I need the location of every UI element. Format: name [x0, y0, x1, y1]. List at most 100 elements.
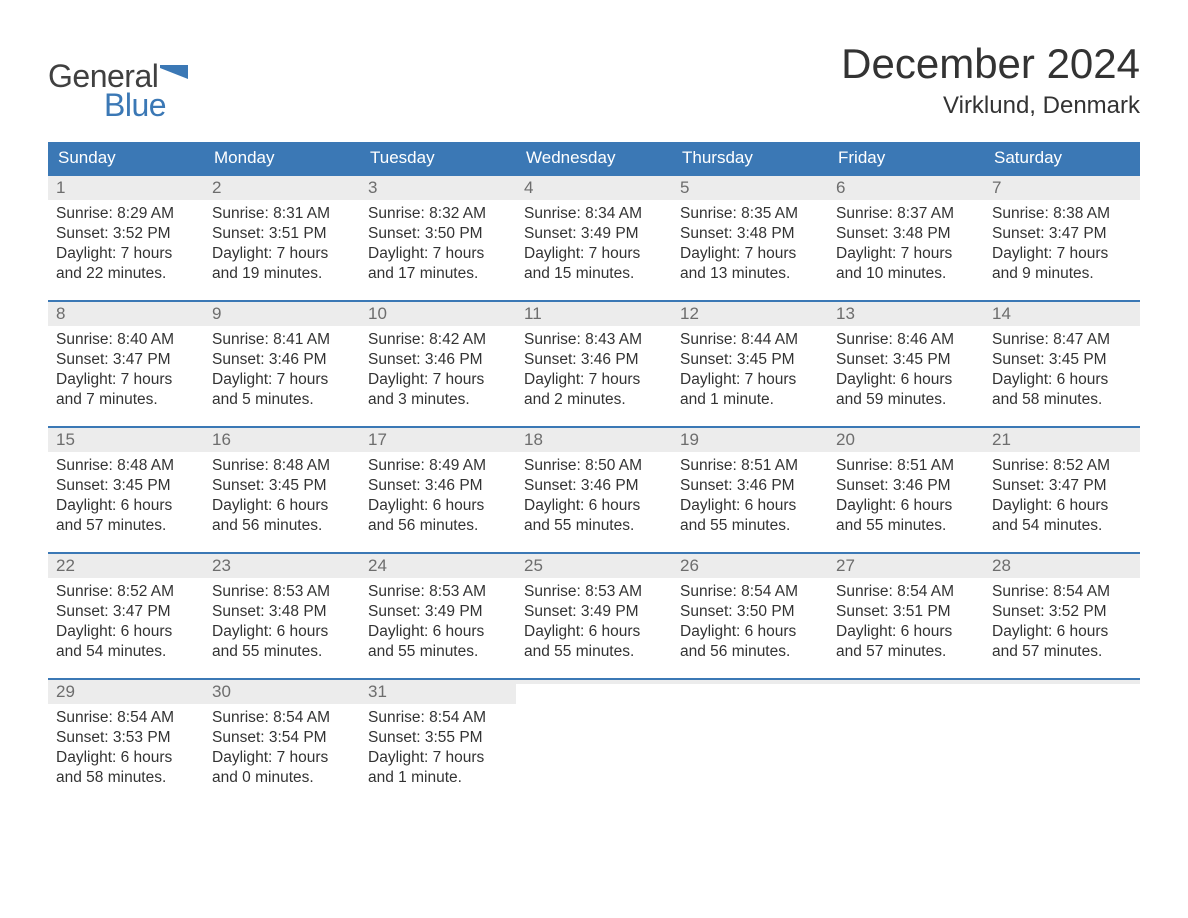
- day-sunset: Sunset: 3:51 PM: [212, 224, 352, 244]
- header: General Blue December 2024 Virklund, Den…: [48, 40, 1140, 124]
- day-body: Sunrise: 8:44 AMSunset: 3:45 PMDaylight:…: [672, 326, 828, 417]
- day-number: 13: [828, 302, 984, 326]
- day-sunset: Sunset: 3:55 PM: [368, 728, 508, 748]
- day-number: 27: [828, 554, 984, 578]
- day-number: 29: [48, 680, 204, 704]
- day-sunrise: Sunrise: 8:47 AM: [992, 330, 1132, 350]
- day-body: Sunrise: 8:34 AMSunset: 3:49 PMDaylight:…: [516, 200, 672, 291]
- day-sunrise: Sunrise: 8:34 AM: [524, 204, 664, 224]
- dow-cell: Saturday: [984, 142, 1140, 174]
- day-body: [516, 684, 672, 694]
- day-body: Sunrise: 8:49 AMSunset: 3:46 PMDaylight:…: [360, 452, 516, 543]
- day-cell: 7Sunrise: 8:38 AMSunset: 3:47 PMDaylight…: [984, 176, 1140, 300]
- day-number: 19: [672, 428, 828, 452]
- day-dl1: Daylight: 6 hours: [56, 496, 196, 516]
- day-cell: 21Sunrise: 8:52 AMSunset: 3:47 PMDayligh…: [984, 428, 1140, 552]
- day-body: Sunrise: 8:31 AMSunset: 3:51 PMDaylight:…: [204, 200, 360, 291]
- day-cell: 24Sunrise: 8:53 AMSunset: 3:49 PMDayligh…: [360, 554, 516, 678]
- day-cell: [672, 680, 828, 804]
- day-sunset: Sunset: 3:47 PM: [56, 350, 196, 370]
- day-body: Sunrise: 8:48 AMSunset: 3:45 PMDaylight:…: [48, 452, 204, 543]
- day-sunset: Sunset: 3:46 PM: [680, 476, 820, 496]
- day-number: 6: [828, 176, 984, 200]
- day-sunset: Sunset: 3:49 PM: [368, 602, 508, 622]
- day-body: Sunrise: 8:54 AMSunset: 3:53 PMDaylight:…: [48, 704, 204, 795]
- day-sunrise: Sunrise: 8:32 AM: [368, 204, 508, 224]
- day-dl2: and 54 minutes.: [992, 516, 1132, 536]
- day-body: [984, 684, 1140, 694]
- day-body: [672, 684, 828, 694]
- day-sunrise: Sunrise: 8:48 AM: [212, 456, 352, 476]
- day-sunset: Sunset: 3:49 PM: [524, 602, 664, 622]
- day-dl1: Daylight: 6 hours: [524, 496, 664, 516]
- day-number: 3: [360, 176, 516, 200]
- day-dl1: Daylight: 7 hours: [680, 370, 820, 390]
- day-sunset: Sunset: 3:54 PM: [212, 728, 352, 748]
- day-dl2: and 15 minutes.: [524, 264, 664, 284]
- day-dl2: and 56 minutes.: [680, 642, 820, 662]
- day-number: 31: [360, 680, 516, 704]
- day-cell: 5Sunrise: 8:35 AMSunset: 3:48 PMDaylight…: [672, 176, 828, 300]
- day-body: Sunrise: 8:46 AMSunset: 3:45 PMDaylight:…: [828, 326, 984, 417]
- day-cell: 20Sunrise: 8:51 AMSunset: 3:46 PMDayligh…: [828, 428, 984, 552]
- day-sunrise: Sunrise: 8:54 AM: [212, 708, 352, 728]
- day-dl2: and 1 minute.: [368, 768, 508, 788]
- dow-cell: Thursday: [672, 142, 828, 174]
- day-dl2: and 55 minutes.: [836, 516, 976, 536]
- day-dl1: Daylight: 6 hours: [680, 496, 820, 516]
- day-sunset: Sunset: 3:47 PM: [992, 476, 1132, 496]
- day-sunrise: Sunrise: 8:53 AM: [212, 582, 352, 602]
- day-dl1: Daylight: 7 hours: [368, 244, 508, 264]
- day-sunrise: Sunrise: 8:54 AM: [680, 582, 820, 602]
- day-dl1: Daylight: 6 hours: [56, 622, 196, 642]
- day-cell: 19Sunrise: 8:51 AMSunset: 3:46 PMDayligh…: [672, 428, 828, 552]
- day-body: Sunrise: 8:54 AMSunset: 3:50 PMDaylight:…: [672, 578, 828, 669]
- day-body: Sunrise: 8:47 AMSunset: 3:45 PMDaylight:…: [984, 326, 1140, 417]
- day-sunset: Sunset: 3:49 PM: [524, 224, 664, 244]
- week-row: 15Sunrise: 8:48 AMSunset: 3:45 PMDayligh…: [48, 426, 1140, 552]
- day-dl1: Daylight: 6 hours: [212, 622, 352, 642]
- day-number: 1: [48, 176, 204, 200]
- day-dl2: and 57 minutes.: [992, 642, 1132, 662]
- day-body: Sunrise: 8:53 AMSunset: 3:48 PMDaylight:…: [204, 578, 360, 669]
- day-cell: 16Sunrise: 8:48 AMSunset: 3:45 PMDayligh…: [204, 428, 360, 552]
- day-number: 7: [984, 176, 1140, 200]
- day-cell: 12Sunrise: 8:44 AMSunset: 3:45 PMDayligh…: [672, 302, 828, 426]
- day-sunset: Sunset: 3:46 PM: [524, 350, 664, 370]
- day-sunrise: Sunrise: 8:46 AM: [836, 330, 976, 350]
- day-cell: 9Sunrise: 8:41 AMSunset: 3:46 PMDaylight…: [204, 302, 360, 426]
- day-cell: 22Sunrise: 8:52 AMSunset: 3:47 PMDayligh…: [48, 554, 204, 678]
- day-sunset: Sunset: 3:45 PM: [836, 350, 976, 370]
- day-sunrise: Sunrise: 8:42 AM: [368, 330, 508, 350]
- day-sunrise: Sunrise: 8:54 AM: [836, 582, 976, 602]
- day-dl1: Daylight: 6 hours: [524, 622, 664, 642]
- day-body: Sunrise: 8:52 AMSunset: 3:47 PMDaylight:…: [48, 578, 204, 669]
- week-row: 29Sunrise: 8:54 AMSunset: 3:53 PMDayligh…: [48, 678, 1140, 804]
- day-cell: 4Sunrise: 8:34 AMSunset: 3:49 PMDaylight…: [516, 176, 672, 300]
- day-dl1: Daylight: 6 hours: [680, 622, 820, 642]
- day-body: Sunrise: 8:32 AMSunset: 3:50 PMDaylight:…: [360, 200, 516, 291]
- day-sunrise: Sunrise: 8:38 AM: [992, 204, 1132, 224]
- day-sunset: Sunset: 3:52 PM: [56, 224, 196, 244]
- day-dl1: Daylight: 6 hours: [992, 496, 1132, 516]
- day-body: Sunrise: 8:51 AMSunset: 3:46 PMDaylight:…: [672, 452, 828, 543]
- day-number: 11: [516, 302, 672, 326]
- day-body: Sunrise: 8:54 AMSunset: 3:51 PMDaylight:…: [828, 578, 984, 669]
- day-cell: [984, 680, 1140, 804]
- day-sunset: Sunset: 3:50 PM: [680, 602, 820, 622]
- day-dl2: and 22 minutes.: [56, 264, 196, 284]
- day-body: Sunrise: 8:40 AMSunset: 3:47 PMDaylight:…: [48, 326, 204, 417]
- day-sunrise: Sunrise: 8:53 AM: [524, 582, 664, 602]
- day-body: Sunrise: 8:38 AMSunset: 3:47 PMDaylight:…: [984, 200, 1140, 291]
- day-dl2: and 9 minutes.: [992, 264, 1132, 284]
- day-sunset: Sunset: 3:45 PM: [680, 350, 820, 370]
- month-title: December 2024: [841, 40, 1140, 88]
- day-dl2: and 3 minutes.: [368, 390, 508, 410]
- day-dl1: Daylight: 6 hours: [212, 496, 352, 516]
- day-dl1: Daylight: 7 hours: [680, 244, 820, 264]
- day-dl2: and 55 minutes.: [368, 642, 508, 662]
- day-number: 5: [672, 176, 828, 200]
- day-dl1: Daylight: 7 hours: [368, 748, 508, 768]
- day-dl2: and 56 minutes.: [368, 516, 508, 536]
- day-dl1: Daylight: 6 hours: [836, 496, 976, 516]
